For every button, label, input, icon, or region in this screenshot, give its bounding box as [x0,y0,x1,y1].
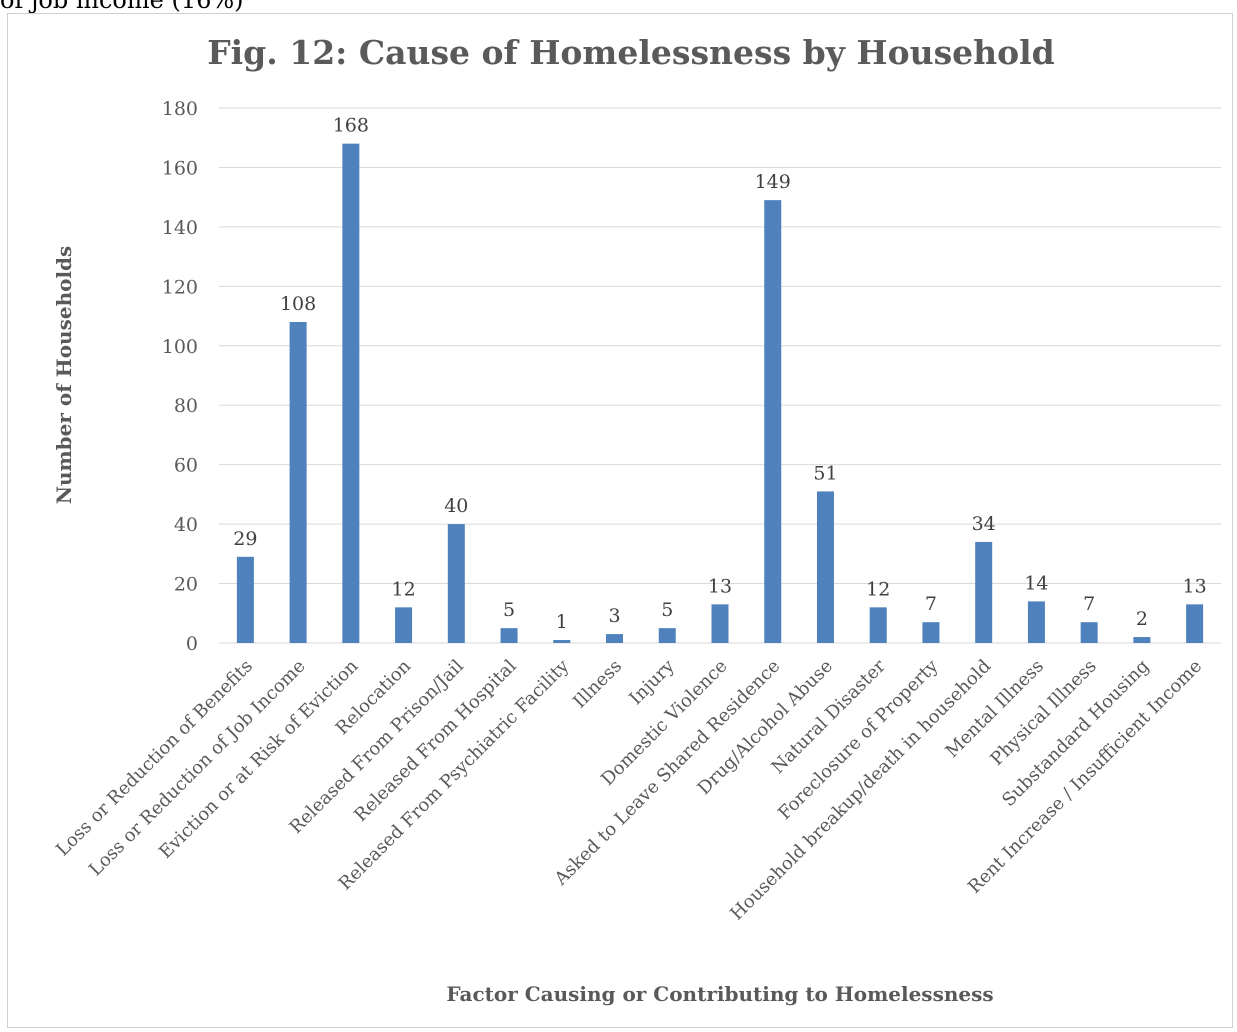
bar [1186,604,1204,643]
category-label: Loss or Reduction of Job Income [85,656,310,881]
bar [1080,622,1098,643]
bars [236,143,1204,643]
x-axis-title: Factor Causing or Contributing to Homele… [446,982,993,1006]
bar [553,640,571,643]
bar [922,622,940,643]
data-label: 40 [444,495,468,517]
data-label: 14 [1024,572,1048,594]
data-label: 168 [333,115,369,137]
chart-title: Fig. 12: Cause of Homelessness by Househ… [207,33,1055,72]
bar [816,491,834,643]
data-label: 13 [1183,575,1207,597]
bar [236,556,254,643]
chart-frame [7,13,1233,1028]
bar [447,524,465,643]
y-tick-label: 120 [162,276,198,298]
data-label: 12 [391,578,415,600]
bar [500,628,518,643]
data-label: 1 [556,611,568,633]
y-tick-label: 40 [174,514,198,536]
top-cropped-text: of job income (16%) [0,0,244,14]
gridlines [219,107,1221,644]
bar [342,143,360,643]
y-tick-label: 140 [162,217,198,239]
bar [395,607,413,643]
y-tick-label: 100 [162,336,198,358]
data-label: 108 [280,293,316,315]
bar [869,607,887,643]
bar [289,322,307,643]
category-label: Eviction or at Risk of Eviction [155,655,363,863]
bar [1027,601,1045,643]
data-label: 5 [503,599,515,621]
y-tick-labels: 0 20 40 60 80 100 120 140 160 180 [162,98,198,655]
data-label: 51 [813,462,837,484]
data-label: 5 [661,599,673,621]
category-label: Illness [569,656,626,713]
data-label: 7 [925,593,937,615]
y-tick-label: 80 [174,395,198,417]
y-tick-label: 0 [186,633,198,655]
y-tick-label: 160 [162,157,198,179]
bar [975,541,993,643]
bar [1133,637,1151,643]
data-label: 3 [608,605,620,627]
data-label: 29 [233,528,257,550]
y-tick-label: 180 [162,98,198,120]
data-label: 2 [1136,608,1148,630]
data-label: 149 [755,171,791,193]
bar [711,604,729,643]
bar [658,628,676,643]
y-tick-label: 20 [174,574,198,596]
bar [764,200,782,643]
y-tick-label: 60 [174,455,198,477]
bar [606,634,624,643]
y-axis-title: Number of Households [52,246,76,505]
category-label: Loss or Reduction of Benefits [52,656,257,861]
data-label: 34 [972,513,996,535]
data-label: 7 [1083,593,1095,615]
data-label: 13 [708,575,732,597]
data-label: 12 [866,578,890,600]
